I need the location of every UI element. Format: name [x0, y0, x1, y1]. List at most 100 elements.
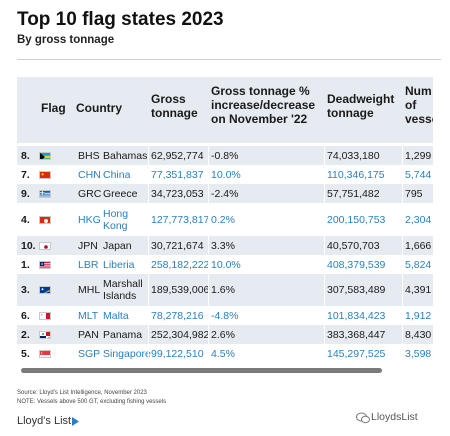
gross-tonnage-cell: 77,351,837	[151, 168, 204, 181]
table-row: 1. LBR Liberia 258,182,222 10.0% 408,379,539 5…	[17, 255, 433, 274]
rank-cell: 8.	[21, 149, 30, 162]
country-name-cell: Japan	[103, 239, 132, 252]
country-code-cell: CHN	[78, 168, 101, 181]
country-code-cell: LBR	[78, 258, 99, 271]
deadweight-cell: 408,379,539	[327, 258, 386, 271]
rank-cell: 4.	[21, 213, 30, 226]
country-name-cell: Bahamas	[103, 149, 148, 162]
table-row: 9. GRC Greece 34,723,053 -2.4% 57,751,482 795	[17, 184, 433, 203]
country-name-cell: Malta	[103, 309, 129, 322]
country-name-cell: Greece	[103, 187, 138, 200]
vessels-cell: 1,666	[405, 239, 432, 252]
deadweight-cell: 74,033,180	[327, 149, 380, 162]
rank-cell: 3.	[21, 284, 30, 296]
column-header-flag: Flag	[41, 101, 66, 115]
liberia-flag-icon	[39, 260, 51, 269]
rank-cell: 5.	[21, 347, 30, 360]
hong-kong-flag-icon	[39, 215, 51, 224]
table-row: 2. PAN Panama 252,304,982 2.6% 383,368,447 8,4…	[17, 325, 433, 344]
pct-change-cell: 4.5%	[211, 347, 235, 360]
pct-change-cell: 10.0%	[211, 168, 241, 181]
country-code-cell: BHS	[78, 149, 100, 162]
country-name-cell: Panama	[103, 328, 143, 341]
column-divider	[208, 143, 209, 368]
rank-cell: 2.	[21, 328, 30, 341]
table-row: 10. JPN Japan 30,721,674 3.3% 40,570,703 1,666	[17, 236, 433, 255]
panama-flag-icon	[39, 330, 51, 339]
pct-change-cell: 1.6%	[211, 284, 235, 296]
table-row: 6. MLT Malta 78,278,216 -4.8% 101,834,423 1,91…	[17, 306, 433, 325]
pct-change-cell: -0.8%	[211, 149, 239, 162]
gross-tonnage-cell: 34,723,053	[151, 187, 204, 200]
country-name-cell: Singapore	[103, 347, 151, 360]
deadweight-cell: 101,834,423	[327, 309, 386, 322]
gross-tonnage-cell: 62,952,774	[151, 149, 204, 162]
page-subtitle: By gross tonnage	[17, 34, 115, 46]
rank-cell: 9.	[21, 187, 30, 200]
bahamas-flag-icon	[39, 151, 51, 160]
country-code-cell: JPN	[78, 239, 98, 252]
horizontal-scrollbar[interactable]	[21, 368, 382, 373]
brand-logo-text: Lloyd's List	[17, 415, 72, 427]
column-header-gross-tonnage: Gross tonnage	[151, 92, 198, 120]
vessels-cell: 795	[405, 187, 423, 200]
table-row: 7. CHN China 77,351,837 10.0% 110,346,175 5,74…	[17, 165, 433, 184]
divider	[17, 59, 441, 60]
gross-tonnage-cell: 189,539,006	[151, 284, 210, 296]
rank-cell: 1.	[21, 258, 30, 271]
gross-tonnage-cell: 99,122,510	[151, 347, 204, 360]
deadweight-cell: 200,150,753	[327, 213, 386, 226]
deadweight-cell: 57,751,482	[327, 187, 380, 200]
rank-cell: 7.	[21, 168, 30, 181]
pct-change-cell: 10.0%	[211, 258, 241, 271]
marshall-islands-flag-icon	[39, 286, 51, 294]
country-code-cell: MHL	[78, 284, 101, 296]
vessels-cell: 2,304	[405, 213, 432, 226]
gross-tonnage-cell: 252,304,982	[151, 328, 210, 341]
pct-change-cell: -4.8%	[211, 309, 239, 322]
country-name-cell: Marshall Islands	[103, 278, 143, 302]
table-header: Flag Country Gross tonnage Gross tonnage…	[17, 77, 433, 143]
flag-states-table[interactable]: Flag Country Gross tonnage Gross tonnage…	[17, 77, 433, 368]
table-row: 4. HKG Hong Kong 127,773,817 0.2% 200,150,753…	[17, 203, 433, 236]
country-name-cell: Hong Kong	[103, 207, 129, 232]
singapore-flag-icon	[39, 349, 51, 358]
pct-change-cell: 2.6%	[211, 328, 235, 341]
deadweight-cell: 307,583,489	[327, 284, 386, 296]
country-code-cell: SGP	[78, 347, 101, 360]
deadweight-cell: 110,346,175	[327, 168, 385, 181]
column-divider	[324, 143, 325, 368]
china-flag-icon	[39, 170, 51, 179]
vessels-cell: 4,391	[405, 284, 432, 296]
footnote: NOTE: Vessels above 500 GT, excluding fi…	[17, 399, 167, 405]
gross-tonnage-cell: 258,182,222	[151, 258, 210, 271]
deadweight-cell: 40,570,703	[327, 239, 380, 252]
gross-tonnage-cell: 30,721,674	[151, 239, 204, 252]
vessels-cell: 8,430	[405, 328, 432, 341]
country-name-cell: China	[103, 168, 131, 181]
lloyds-list-logo-icon	[72, 417, 79, 426]
pct-change-cell: 0.2%	[211, 213, 235, 226]
source-note: Source: Lloyd's List Intelligence, Novem…	[17, 390, 147, 396]
page-title: Top 10 flag states 2023	[17, 9, 224, 30]
vessels-cell: 1,912	[405, 309, 432, 322]
country-code-cell: PAN	[78, 328, 99, 341]
vessels-cell: 1,299	[405, 149, 432, 162]
country-code-cell: MLT	[78, 309, 99, 322]
country-code-cell: GRC	[78, 187, 102, 200]
deadweight-cell: 383,368,447	[327, 328, 386, 341]
table-row: 5. SGP Singapore 99,122,510 4.5% 145,297,525 3…	[17, 344, 433, 363]
vessels-cell: 5,824	[405, 258, 432, 271]
vessels-cell: 3,598	[405, 347, 432, 360]
column-header-deadweight: Deadweight tonnage	[327, 92, 395, 120]
rank-cell: 10.	[21, 239, 36, 252]
country-name-cell: Liberia	[103, 258, 135, 271]
column-header-pct-change: Gross tonnage % increase/decrease on Nov…	[211, 84, 316, 126]
watermark-text: LloydsList	[371, 411, 418, 423]
pct-change-cell: -2.4%	[211, 187, 239, 200]
gross-tonnage-cell: 78,278,216	[151, 309, 204, 322]
table-row: 8. BHS Bahamas 62,952,774 -0.8% 74,033,180 1,2…	[17, 146, 433, 165]
japan-flag-icon	[39, 241, 51, 250]
wechat-icon	[356, 412, 370, 424]
gross-tonnage-cell: 127,773,817	[151, 213, 210, 226]
